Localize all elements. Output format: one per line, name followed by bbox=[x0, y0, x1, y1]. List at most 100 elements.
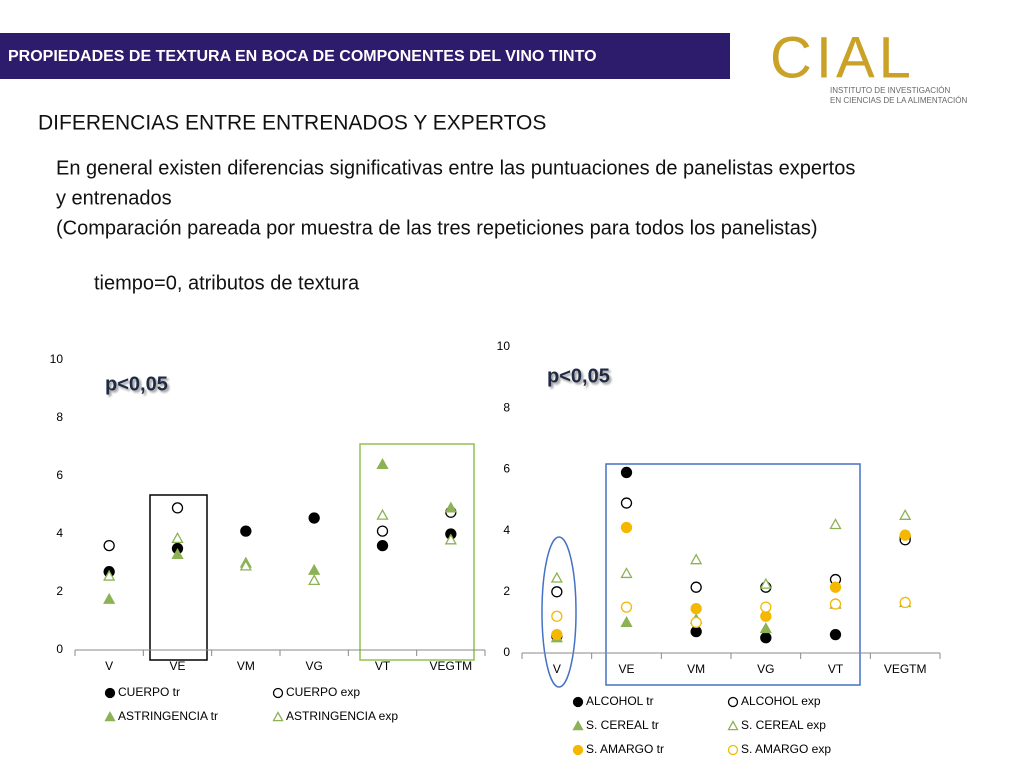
heading: DIFERENCIAS ENTRE ENTRENADOS Y EXPERTOS bbox=[38, 112, 546, 135]
legend-label: S. AMARGO tr bbox=[586, 742, 664, 756]
x-tick-label: VT bbox=[375, 659, 391, 673]
y-tick-label: 10 bbox=[50, 352, 64, 366]
y-tick-label: 2 bbox=[56, 584, 63, 598]
point bbox=[620, 497, 633, 509]
point bbox=[171, 502, 184, 514]
point bbox=[620, 521, 633, 534]
legend-marker bbox=[572, 744, 584, 756]
point bbox=[829, 518, 842, 530]
y-tick-label: 0 bbox=[503, 645, 510, 659]
title-bar bbox=[0, 33, 730, 79]
legend-marker bbox=[104, 711, 116, 722]
point bbox=[103, 569, 116, 581]
annotation: p<0,05 bbox=[547, 365, 610, 387]
point bbox=[620, 601, 633, 613]
point bbox=[690, 581, 702, 593]
point bbox=[690, 553, 703, 565]
point bbox=[690, 625, 702, 638]
point bbox=[690, 616, 702, 629]
point bbox=[760, 601, 772, 613]
point bbox=[308, 563, 321, 575]
annotation: p<0,05 bbox=[105, 373, 168, 395]
point bbox=[103, 592, 116, 604]
legend-label: ASTRINGENCIA exp bbox=[286, 709, 398, 723]
paragraph-line: (Comparación pareada por muestra de las … bbox=[56, 217, 818, 239]
highlight-ellipse bbox=[541, 536, 577, 688]
point bbox=[444, 501, 457, 513]
logo-line: EN CIENCIAS DE LA ALIMENTACIÓN bbox=[830, 96, 967, 105]
point bbox=[308, 512, 320, 524]
legend-label: S. AMARGO exp bbox=[741, 742, 831, 756]
point bbox=[760, 610, 772, 622]
point bbox=[444, 533, 457, 545]
y-tick-label: 4 bbox=[503, 523, 510, 537]
point bbox=[376, 458, 389, 470]
highlight-box bbox=[359, 443, 475, 661]
point bbox=[620, 616, 633, 628]
point bbox=[620, 567, 633, 579]
x-tick-label: VT bbox=[828, 662, 844, 676]
point bbox=[829, 581, 842, 593]
legend-label: CUERPO exp bbox=[286, 685, 360, 699]
paragraph-line: En general existen diferencias significa… bbox=[56, 157, 855, 179]
y-tick-label: 2 bbox=[503, 584, 510, 598]
legend-marker bbox=[727, 720, 739, 731]
x-tick-label: VEGTM bbox=[429, 659, 472, 673]
point bbox=[171, 532, 184, 543]
point bbox=[829, 628, 842, 641]
point bbox=[899, 529, 911, 541]
y-tick-label: 6 bbox=[503, 462, 510, 476]
point bbox=[376, 508, 389, 520]
point bbox=[551, 628, 563, 641]
x-tick-label: VE bbox=[618, 662, 634, 676]
logo-line: INSTITUTO DE INVESTIGACIÓN bbox=[830, 86, 951, 95]
legend-marker bbox=[727, 696, 739, 708]
point bbox=[551, 586, 563, 598]
point bbox=[240, 525, 252, 537]
x-tick-label: VG bbox=[757, 662, 774, 676]
legend-marker bbox=[272, 711, 284, 722]
point bbox=[171, 547, 184, 559]
x-tick-label: VM bbox=[237, 659, 255, 673]
x-tick-label: VE bbox=[169, 659, 185, 673]
point bbox=[376, 525, 389, 537]
highlight-box bbox=[605, 463, 861, 686]
y-tick-label: 10 bbox=[497, 339, 511, 353]
legend-label: ALCOHOL tr bbox=[586, 694, 654, 708]
legend-label: CUERPO tr bbox=[118, 685, 180, 699]
y-tick-label: 8 bbox=[503, 400, 510, 414]
x-tick-label: VEGTM bbox=[884, 662, 927, 676]
point bbox=[759, 622, 772, 634]
point bbox=[376, 539, 389, 552]
legend-label: ASTRINGENCIA tr bbox=[118, 709, 218, 723]
slide-title: PROPIEDADES DE TEXTURA EN BOCA DE COMPON… bbox=[8, 48, 597, 65]
legend-label: S. CEREAL exp bbox=[741, 718, 826, 732]
y-tick-label: 4 bbox=[56, 526, 63, 540]
point bbox=[239, 559, 252, 571]
logo-name: CIAL bbox=[770, 25, 915, 90]
x-tick-label: VG bbox=[305, 659, 322, 673]
legend-marker bbox=[727, 744, 739, 756]
point bbox=[899, 596, 911, 609]
point bbox=[829, 598, 842, 610]
point bbox=[620, 466, 633, 479]
x-tick-label: V bbox=[553, 662, 561, 676]
point bbox=[551, 610, 563, 622]
subheading: tiempo=0, atributos de textura bbox=[94, 272, 360, 294]
legend-marker bbox=[572, 696, 584, 708]
point bbox=[759, 577, 772, 589]
y-tick-label: 6 bbox=[56, 468, 63, 482]
legend-label: S. CEREAL tr bbox=[586, 718, 659, 732]
y-tick-label: 8 bbox=[56, 410, 63, 424]
x-tick-label: VM bbox=[687, 662, 705, 676]
point bbox=[103, 539, 115, 552]
point bbox=[308, 574, 321, 586]
legend-marker bbox=[272, 687, 284, 699]
y-tick-label: 0 bbox=[56, 642, 63, 656]
legend-label: ALCOHOL exp bbox=[741, 694, 821, 708]
point bbox=[899, 508, 912, 520]
point bbox=[760, 632, 772, 644]
point bbox=[690, 602, 702, 615]
